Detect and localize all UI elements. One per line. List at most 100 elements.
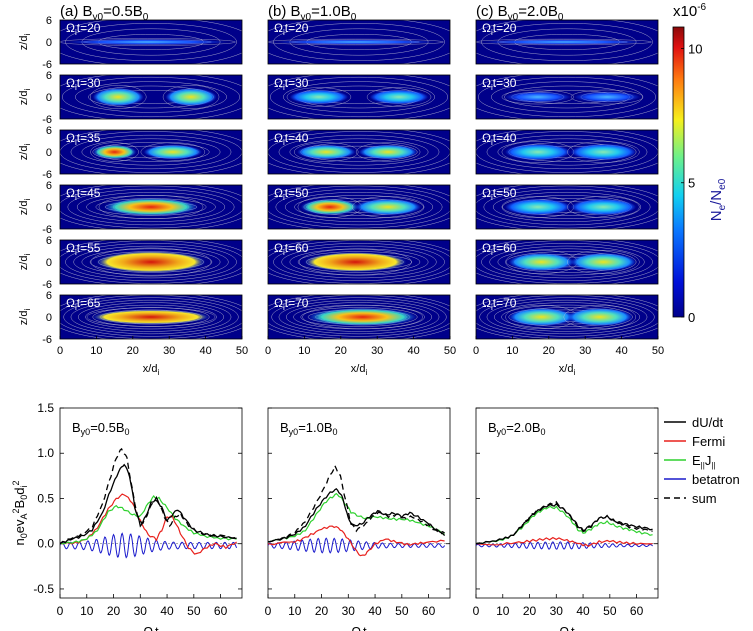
colorbar-tick-label: 0	[688, 310, 695, 325]
field-line	[81, 138, 221, 166]
map-panel: Ωit=30	[267, 74, 451, 120]
time-label-value: 30	[503, 76, 517, 90]
time-label-value: 55	[87, 241, 101, 255]
time-label-eq: t=	[285, 76, 295, 90]
map-y-tick-label: 0	[46, 37, 52, 49]
density-blob	[92, 88, 144, 106]
time-label-value: 50	[503, 186, 517, 200]
map-content	[476, 185, 658, 229]
x-tick-label: 30	[550, 604, 564, 618]
map-content	[60, 130, 242, 174]
map-y-axis-label: z/di	[18, 34, 32, 51]
y-label-part: 2	[11, 508, 21, 513]
time-label-omega: Ω	[274, 131, 283, 145]
x-tick-label: 20	[315, 604, 329, 618]
y-tick-label: 0.0	[37, 537, 54, 551]
map-x-tick-label: 20	[127, 345, 139, 357]
colorbar-tick-label: 5	[688, 176, 695, 191]
map-y-label-sub: i	[23, 199, 32, 201]
map-frame	[59, 74, 243, 120]
map-frame	[267, 19, 451, 65]
field-line	[351, 196, 425, 218]
time-label-value: 70	[503, 296, 517, 310]
field-line	[297, 251, 421, 273]
field-line	[299, 248, 412, 276]
time-label-value: 30	[87, 76, 101, 90]
legend-sub2: ||	[711, 461, 715, 470]
map-y-axis-label: z/di	[18, 199, 32, 216]
field-line	[273, 243, 445, 281]
panel-label-sub: y0	[289, 427, 299, 437]
legend-sub: ||	[701, 461, 705, 470]
map-x-tick-label: 50	[652, 345, 664, 357]
time-label-omega: Ω	[482, 296, 491, 310]
map-x-tick-label: 40	[407, 345, 419, 357]
map-x-label-main: x/d	[559, 363, 574, 375]
map-x-tick-label: 0	[265, 345, 271, 357]
map-panel: Ωit=700 10 20 30 40 50x/di	[265, 294, 456, 377]
density-blob	[505, 144, 571, 160]
x-tick-label: 50	[187, 604, 201, 618]
time-label-value: 50	[295, 186, 309, 200]
time-label-omega: Ω	[274, 21, 283, 35]
field-line	[493, 302, 641, 332]
map-x-label-sub: i	[573, 368, 575, 377]
y-label-part: d	[12, 488, 27, 495]
map-y-label-main: z/d	[18, 256, 30, 271]
colorbar-gradient	[672, 26, 685, 318]
field-line	[491, 81, 643, 113]
field-line	[60, 185, 242, 229]
chart-frame	[475, 407, 659, 599]
field-line	[98, 195, 204, 219]
time-label-sub: i	[75, 138, 77, 147]
time-label-eq: t=	[493, 76, 503, 90]
time-label-sub: i	[283, 248, 285, 257]
legend-text: betatron	[692, 472, 740, 487]
y-label-part: ev	[12, 519, 27, 533]
map-y-tick-label: -6	[42, 279, 52, 291]
map-content	[60, 75, 242, 119]
time-label: Ωit=40	[482, 131, 517, 147]
time-label-value: 30	[295, 76, 309, 90]
time-label-omega: Ω	[482, 241, 491, 255]
map-x-tick-label: 10	[90, 345, 102, 357]
map-y-label-sub: i	[23, 254, 32, 256]
field-line	[65, 243, 237, 281]
field-line	[285, 302, 433, 332]
time-label-eq: t=	[285, 21, 295, 35]
field-line	[567, 141, 640, 163]
panel-label-sub2: 0	[125, 427, 130, 437]
series-fermi	[268, 525, 445, 557]
field-line	[483, 188, 651, 226]
map-y-label-sub: i	[23, 144, 32, 146]
map-x-tick-label: 50	[236, 345, 248, 357]
time-label-omega: Ω	[274, 186, 283, 200]
y-label-part: i	[19, 486, 29, 488]
time-label: Ωit=20	[274, 21, 309, 37]
time-label-value: 20	[87, 21, 101, 35]
x-axis-label: Ωit	[559, 624, 575, 631]
field-line	[89, 85, 147, 109]
field-line	[268, 185, 450, 229]
map-frame	[267, 294, 451, 340]
time-label-sub: i	[491, 248, 493, 257]
time-label-value: 70	[295, 296, 309, 310]
time-label: Ωit=30	[482, 76, 517, 92]
time-label-omega: Ω	[482, 21, 491, 35]
map-content	[60, 240, 242, 284]
time-label-eq: t=	[285, 186, 295, 200]
density-blob	[275, 39, 436, 45]
field-line	[492, 191, 642, 223]
field-line	[486, 299, 648, 335]
x-tick-label: 20	[107, 604, 121, 618]
time-label-sub: i	[75, 28, 77, 37]
time-label: Ωit=20	[66, 21, 101, 37]
series-sum	[476, 500, 653, 545]
density-blob	[165, 88, 217, 106]
y-tick-label: 1.0	[37, 446, 54, 460]
map-y-tick-label: -6	[42, 334, 52, 346]
panel-label-sub: y0	[497, 427, 507, 437]
map-content	[476, 295, 658, 339]
field-line	[497, 138, 637, 166]
